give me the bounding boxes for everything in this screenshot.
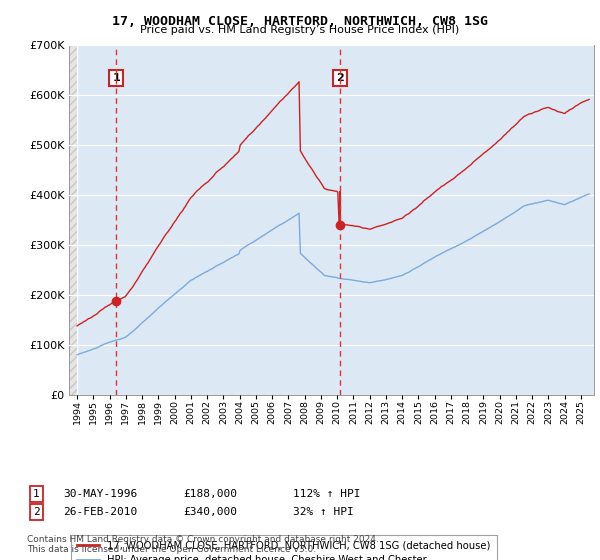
Legend: 17, WOODHAM CLOSE, HARTFORD, NORTHWICH, CW8 1SG (detached house), HPI: Average p: 17, WOODHAM CLOSE, HARTFORD, NORTHWICH, … <box>71 535 497 560</box>
Text: 1: 1 <box>112 73 120 83</box>
Bar <box>69 45 77 395</box>
Text: £340,000: £340,000 <box>183 507 237 517</box>
Text: 26-FEB-2010: 26-FEB-2010 <box>63 507 137 517</box>
Text: 1: 1 <box>33 489 40 499</box>
Text: Price paid vs. HM Land Registry’s House Price Index (HPI): Price paid vs. HM Land Registry’s House … <box>140 25 460 35</box>
Text: £188,000: £188,000 <box>183 489 237 499</box>
Text: 2: 2 <box>33 507 40 517</box>
Text: 32% ↑ HPI: 32% ↑ HPI <box>293 507 353 517</box>
Text: 112% ↑ HPI: 112% ↑ HPI <box>293 489 360 499</box>
Text: Contains HM Land Registry data © Crown copyright and database right 2024.: Contains HM Land Registry data © Crown c… <box>27 535 379 544</box>
Text: This data is licensed under the Open Government Licence v3.0.: This data is licensed under the Open Gov… <box>27 545 316 554</box>
Text: 30-MAY-1996: 30-MAY-1996 <box>63 489 137 499</box>
Bar <box>69 45 77 395</box>
Text: 17, WOODHAM CLOSE, HARTFORD, NORTHWICH, CW8 1SG: 17, WOODHAM CLOSE, HARTFORD, NORTHWICH, … <box>112 15 488 27</box>
Text: 2: 2 <box>336 73 344 83</box>
